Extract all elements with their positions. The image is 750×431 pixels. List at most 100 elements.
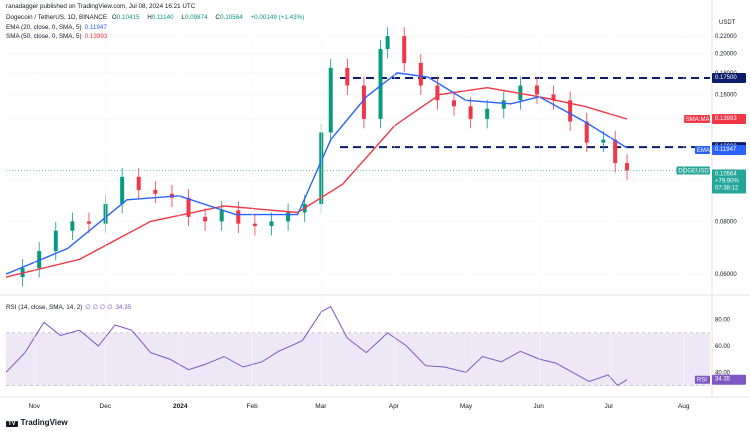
last-price-tag-text: 0.10564 — [715, 171, 737, 177]
candle-body — [452, 100, 456, 107]
candle-body — [252, 223, 257, 227]
legend-ema[interactable]: EMA (20, close, 0, SMA, 5) 0.11947 — [6, 24, 107, 31]
sma-name-tag: SMA:MA — [683, 114, 710, 123]
ema-name-tag-bg — [694, 145, 710, 154]
ohlc-high: H0.11140 — [147, 14, 174, 21]
rsi-tick-label: 40.00 — [715, 370, 731, 376]
time-tick-label: Mar — [315, 403, 327, 410]
ema-value-tag-text: 0.11947 — [715, 147, 737, 153]
ema20-line — [5, 72, 628, 275]
time-tick-label: Apr — [389, 403, 400, 410]
candle-body — [345, 67, 350, 86]
candle-body — [269, 221, 274, 227]
rsi-value-tag-bg — [712, 374, 746, 385]
candle — [452, 91, 456, 116]
sma-value-tag-text: 0.13993 — [715, 116, 737, 122]
price-tick-label: 0.20000 — [715, 52, 737, 58]
candle — [286, 203, 291, 231]
candle — [402, 27, 407, 73]
time-tick-label: Dec — [100, 403, 112, 410]
candle — [186, 188, 191, 227]
candle — [361, 76, 366, 129]
candle — [485, 99, 490, 129]
candle — [468, 97, 473, 129]
candle — [345, 58, 350, 95]
candle — [625, 154, 630, 180]
currency-label: USDT — [719, 20, 736, 26]
symbol-name-tag: DOGEUSDT — [676, 166, 713, 175]
candle — [385, 27, 390, 59]
ema-value-tag-bg — [712, 144, 746, 155]
last-price-tag-bg — [712, 169, 746, 194]
price-tick-label: 0.06000 — [715, 272, 737, 278]
candle-body — [219, 210, 224, 222]
candle — [568, 91, 573, 131]
candle — [534, 76, 539, 104]
candle — [551, 85, 556, 110]
symbol-line: Dogecoin / TetherUS, 1D, BINANCE O0.1041… — [6, 14, 307, 21]
time-tick-label: Aug — [678, 403, 690, 410]
sma50-line — [5, 86, 628, 278]
last-price-tag: 0.10564+79.90%07:38:12 — [712, 169, 746, 194]
candle-body — [361, 85, 366, 119]
rsi-name-tag: RSI — [694, 375, 710, 384]
rsi-tick-label: 60.00 — [715, 344, 731, 350]
price-tick-label: 0.08000 — [715, 219, 737, 225]
time-tick-label: Feb — [247, 403, 259, 410]
candle — [86, 212, 91, 234]
symbol-title: Dogecoin / TetherUS, 1D, BINANCE — [6, 14, 108, 21]
candle-body — [568, 100, 573, 122]
candle-body — [435, 85, 440, 101]
candle — [236, 201, 241, 234]
candle-body — [501, 100, 506, 109]
level-high-tag-text: 0.17500 — [715, 75, 737, 81]
rsi-name-tag-bg — [694, 375, 710, 384]
candle-body — [328, 67, 333, 133]
legend-rsi[interactable]: RSI (14, close, SMA, 14, 2) ∅ ∅ ∅ ∅ 34.35 — [6, 304, 132, 311]
candle-body — [186, 197, 191, 217]
candle-body — [286, 212, 291, 222]
ema-name-tag-text: EMA — [697, 148, 710, 154]
publisher-line: ranadagger published on TradingView.com,… — [6, 3, 196, 10]
candle-body — [203, 216, 208, 222]
time-tick-label: Jul — [604, 403, 613, 410]
last-price-tag-text: 07:38:12 — [715, 185, 739, 191]
candle — [70, 212, 75, 241]
ohlc-low: L0.09874 — [181, 14, 208, 21]
candle — [501, 91, 506, 119]
candle — [378, 40, 383, 129]
sma-name-tag-bg — [683, 114, 710, 123]
candle-body — [468, 106, 473, 119]
candle-body — [70, 221, 75, 231]
time-tick-label: May — [460, 403, 473, 410]
rsi-name-tag-text: RSI — [697, 378, 707, 384]
tradingview-mark-icon: TV — [6, 421, 18, 427]
candle-body — [584, 121, 589, 143]
sma-value-tag-bg — [712, 113, 746, 124]
candle-body — [120, 176, 125, 204]
candle — [418, 54, 423, 95]
candle — [252, 214, 257, 236]
candle-body — [613, 139, 618, 164]
legend-sma[interactable]: SMA (50, close, 0, SMA, 5) 0.13993 — [6, 33, 108, 40]
candle-body — [601, 139, 606, 143]
candle — [613, 130, 618, 173]
price-tick-label: 0.16000 — [715, 92, 737, 98]
candle-body — [402, 36, 407, 63]
candle-body — [551, 94, 556, 101]
symbol-name-tag-bg — [676, 166, 710, 175]
ohlc-open: O0.10415 — [111, 14, 140, 21]
candle — [153, 180, 158, 204]
candle-body — [625, 163, 630, 171]
candle — [203, 207, 208, 231]
candle — [120, 167, 125, 214]
candle-body — [53, 230, 58, 252]
rsi-band — [6, 332, 710, 386]
candle-body — [385, 36, 390, 50]
sma-value-tag: 0.13993 — [712, 113, 746, 124]
ohlc-change: +0.00149 (+1.43%) — [250, 14, 305, 21]
candle-body — [136, 176, 141, 190]
time-tick-label: Jun — [533, 403, 544, 410]
candle-body — [485, 108, 490, 119]
